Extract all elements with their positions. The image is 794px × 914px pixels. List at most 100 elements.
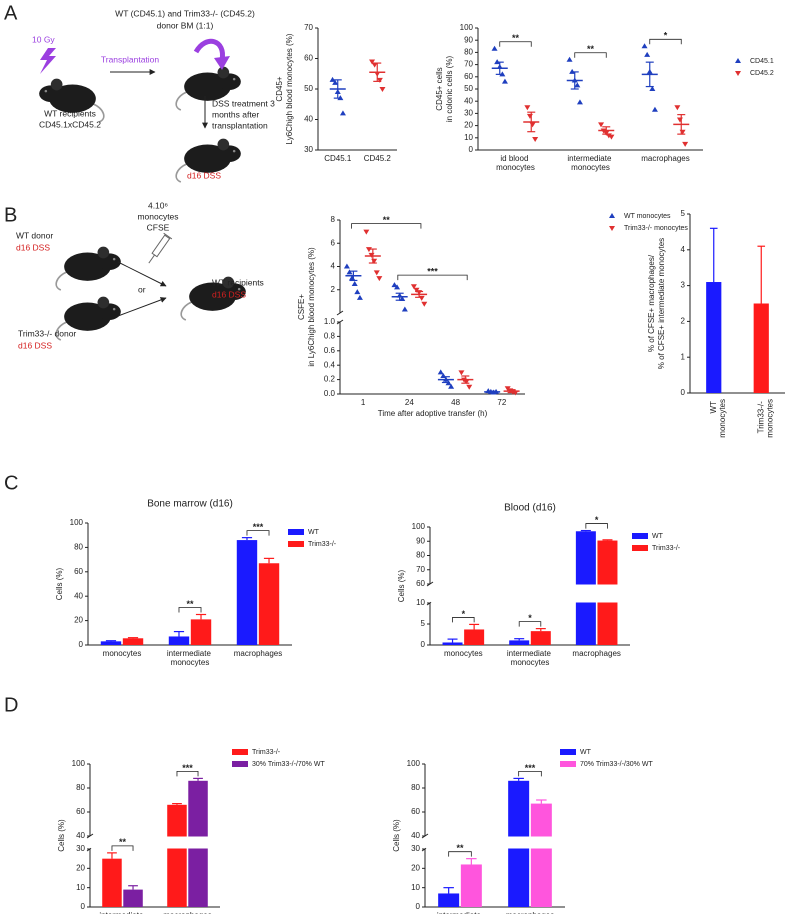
data-point — [401, 306, 408, 312]
y-tick-label: 0 — [416, 902, 421, 911]
y-tick-label: 30 — [304, 145, 313, 154]
legend-marker — [735, 71, 741, 76]
bar — [258, 563, 280, 645]
y-tick-label: 60 — [304, 54, 313, 63]
y-tick-label: 30 — [411, 844, 420, 853]
label-line: intermediate — [507, 649, 553, 658]
donor-text: WT (CD45.1) and Trim33-/- (CD45.2) — [115, 8, 255, 18]
y-tick-label: 0.6 — [324, 346, 336, 355]
chart-title: Blood (d16) — [504, 503, 556, 514]
transplant-arrow — [193, 38, 225, 61]
significance-bracket — [176, 771, 199, 777]
data-point — [371, 62, 378, 68]
y-tick-label: 0 — [81, 902, 86, 911]
bar — [460, 864, 482, 907]
y-tick-label: 60 — [76, 807, 85, 816]
y-tick-label: 60 — [464, 72, 473, 81]
bar — [530, 803, 552, 907]
bar — [438, 893, 460, 907]
significance-label: *** — [253, 522, 264, 532]
legend-marker — [288, 529, 304, 535]
transfer-text: Transplantation — [101, 54, 160, 64]
y-tick-label: 4 — [331, 262, 336, 271]
legend-label: Trim33-/- — [252, 749, 281, 756]
significance-bracket — [351, 223, 422, 229]
significance-bracket — [452, 617, 475, 623]
y-tick-label: 0.0 — [324, 389, 336, 398]
significance-bracket — [448, 851, 472, 857]
syringe-icon — [148, 232, 173, 264]
y-tick-label: 80 — [464, 48, 473, 57]
label-line: monocytes — [766, 399, 775, 438]
x-tick-label: intermediate monocytes — [167, 649, 213, 667]
recipient-text: CD45.1xCD45.2 — [39, 119, 101, 129]
data-point — [574, 82, 581, 88]
panel-label: C — [4, 472, 18, 494]
y-axis-label: CD45+ — [275, 76, 284, 101]
y-tick-label: 100 — [72, 759, 86, 768]
data-point — [369, 59, 376, 65]
diagram-b: WT donor d16 DSS Trim33-/- donor d16 DSS… — [16, 200, 264, 350]
label-line: intermediate — [99, 911, 145, 914]
error-bar — [128, 885, 138, 890]
y-tick-label: 100 — [460, 23, 474, 32]
data-point — [379, 87, 386, 92]
y-tick-label: 6 — [331, 238, 336, 247]
legend-marker — [232, 749, 248, 755]
x-tick-label: 48 — [451, 398, 460, 407]
arrow — [117, 297, 167, 317]
y-tick-label: 100 — [412, 522, 426, 531]
treatment-text: months after — [212, 109, 259, 119]
significance-label: * — [595, 515, 599, 525]
error-bar — [466, 858, 477, 865]
y-tick-label: 30 — [464, 109, 473, 118]
significance-bracket — [574, 52, 607, 58]
irradiation-icon — [40, 48, 56, 74]
y-tick-label: 10 — [464, 133, 473, 142]
panel-label: A — [4, 2, 18, 24]
y-tick-label: 1 — [681, 352, 686, 361]
significance-bracket — [499, 41, 532, 47]
y-tick-label: 20 — [76, 863, 85, 872]
error-bar — [461, 375, 470, 384]
error-bar — [570, 71, 579, 90]
y-tick-label: 80 — [411, 783, 420, 792]
y-tick-label: 80 — [76, 783, 85, 792]
y-axis-label: CSFE+ — [297, 294, 306, 320]
recipient-text: d16 DSS — [212, 289, 246, 299]
y-tick-label: 0.8 — [324, 332, 336, 341]
bar — [167, 804, 187, 907]
injection-text: CFSE — [147, 222, 170, 232]
bar — [190, 619, 212, 645]
label-line: id blood — [500, 154, 530, 163]
x-tick-label: monocytes — [103, 649, 142, 658]
error-bar — [709, 227, 718, 283]
y-tick-label: 4 — [681, 245, 686, 254]
data-point — [466, 384, 473, 390]
y-tick-label: 0 — [79, 640, 84, 649]
significance-bracket — [518, 771, 542, 777]
legend-marker — [560, 749, 576, 755]
y-tick-label: 60 — [416, 579, 425, 588]
bar — [236, 540, 258, 645]
data-point — [346, 269, 353, 275]
donor-text: d16 DSS — [16, 242, 50, 252]
error-bar — [469, 623, 480, 630]
y-tick-label: 5 — [681, 209, 686, 218]
bar — [100, 641, 122, 645]
y-tick-label: 50 — [464, 84, 473, 93]
x-tick-label: intermediate monocytes — [437, 911, 483, 914]
significance-label: ** — [383, 215, 391, 225]
y-tick-label: 0 — [681, 388, 686, 397]
legend-marker — [735, 58, 741, 63]
x-tick-label: Trim33-/- monocytes — [756, 399, 774, 438]
error-bar — [535, 628, 546, 632]
error-bar — [513, 777, 524, 781]
y-axis-label: % of CFSE+ intermediate monocytes — [657, 238, 666, 369]
chart-title: Bone marrow (d16) — [147, 499, 233, 510]
label-line: monocytes — [511, 658, 550, 667]
significance-label: * — [664, 31, 668, 41]
legend-label: WT monocytes — [624, 213, 671, 220]
label-line: monocytes — [496, 163, 535, 172]
